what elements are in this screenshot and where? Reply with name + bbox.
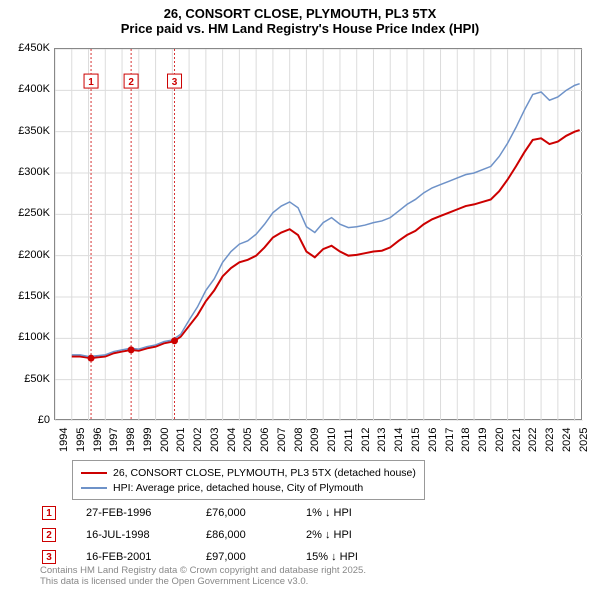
sale-marker: 3 — [42, 550, 56, 564]
legend-label: HPI: Average price, detached house, City… — [113, 482, 363, 494]
x-tick-label: 2003 — [209, 428, 221, 452]
y-tick-label: £350K — [18, 125, 50, 137]
legend-item: 26, CONSORT CLOSE, PLYMOUTH, PL3 5TX (de… — [81, 465, 416, 480]
legend-label: 26, CONSORT CLOSE, PLYMOUTH, PL3 5TX (de… — [113, 467, 416, 479]
x-tick-label: 1994 — [58, 428, 70, 452]
sale-hpi: 2% ↓ HPI — [306, 529, 426, 541]
x-tick-label: 2020 — [494, 428, 506, 452]
svg-text:1: 1 — [88, 77, 94, 88]
svg-text:3: 3 — [172, 77, 178, 88]
x-tick-label: 2009 — [309, 428, 321, 452]
legend: 26, CONSORT CLOSE, PLYMOUTH, PL3 5TX (de… — [72, 460, 425, 500]
sale-marker: 1 — [42, 506, 56, 520]
x-tick-label: 2004 — [226, 428, 238, 452]
x-tick-label: 2008 — [293, 428, 305, 452]
sale-price: £97,000 — [206, 551, 306, 563]
license-line-2: This data is licensed under the Open Gov… — [40, 577, 366, 588]
x-tick-label: 2006 — [259, 428, 271, 452]
x-tick-label: 2022 — [527, 428, 539, 452]
y-tick-label: £400K — [18, 83, 50, 95]
sale-hpi: 15% ↓ HPI — [306, 551, 426, 563]
sale-row: 1 27-FEB-1996£76,0001% ↓ HPI — [40, 502, 426, 524]
sale-marker: 2 — [42, 528, 56, 542]
y-tick-label: £250K — [18, 207, 50, 219]
x-tick-label: 2019 — [477, 428, 489, 452]
x-tick-label: 1998 — [125, 428, 137, 452]
sale-date: 27-FEB-1996 — [86, 507, 206, 519]
x-tick-label: 2011 — [343, 428, 355, 452]
legend-swatch — [81, 487, 107, 489]
title-line-1: 26, CONSORT CLOSE, PLYMOUTH, PL3 5TX — [0, 6, 600, 21]
x-tick-label: 2023 — [544, 428, 556, 452]
x-tick-label: 1996 — [92, 428, 104, 452]
x-tick-label: 1999 — [142, 428, 154, 452]
x-tick-label: 2007 — [276, 428, 288, 452]
y-tick-label: £300K — [18, 166, 50, 178]
x-tick-label: 1995 — [75, 428, 87, 452]
sale-date: 16-FEB-2001 — [86, 551, 206, 563]
y-tick-label: £100K — [18, 331, 50, 343]
sale-row: 2 16-JUL-1998£86,0002% ↓ HPI — [40, 524, 426, 546]
svg-text:2: 2 — [128, 77, 134, 88]
x-tick-label: 2013 — [376, 428, 388, 452]
x-tick-label: 2017 — [444, 428, 456, 452]
sale-date: 16-JUL-1998 — [86, 529, 206, 541]
y-tick-label: £50K — [24, 373, 50, 385]
y-tick-label: £450K — [18, 42, 50, 54]
title-block: 26, CONSORT CLOSE, PLYMOUTH, PL3 5TX Pri… — [0, 0, 600, 36]
legend-item: HPI: Average price, detached house, City… — [81, 480, 416, 495]
x-tick-label: 2021 — [511, 428, 523, 452]
x-tick-label: 1997 — [108, 428, 120, 452]
title-line-2: Price paid vs. HM Land Registry's House … — [0, 21, 600, 36]
x-tick-label: 2025 — [578, 428, 590, 452]
x-tick-label: 2016 — [427, 428, 439, 452]
x-tick-label: 2015 — [410, 428, 422, 452]
legend-swatch — [81, 472, 107, 474]
y-tick-label: £150K — [18, 290, 50, 302]
x-tick-label: 2010 — [326, 428, 338, 452]
x-tick-label: 2014 — [393, 428, 405, 452]
x-tick-label: 2012 — [360, 428, 372, 452]
license-text: Contains HM Land Registry data © Crown c… — [40, 566, 366, 588]
sale-price: £76,000 — [206, 507, 306, 519]
sales-table: 1 27-FEB-1996£76,0001% ↓ HPI 2 16-JUL-1998£… — [40, 502, 426, 568]
x-tick-label: 2000 — [159, 428, 171, 452]
x-tick-label: 2002 — [192, 428, 204, 452]
x-tick-label: 2001 — [175, 428, 187, 452]
chart-plot-area: 1 2 3 — [54, 48, 582, 420]
y-tick-label: £0 — [38, 414, 50, 426]
x-tick-label: 2018 — [460, 428, 472, 452]
chart-svg: 1 2 3 — [55, 49, 583, 421]
x-tick-label: 2024 — [561, 428, 573, 452]
sale-price: £86,000 — [206, 529, 306, 541]
y-tick-label: £200K — [18, 249, 50, 261]
sale-hpi: 1% ↓ HPI — [306, 507, 426, 519]
x-tick-label: 2005 — [242, 428, 254, 452]
chart-container: 26, CONSORT CLOSE, PLYMOUTH, PL3 5TX Pri… — [0, 0, 600, 590]
